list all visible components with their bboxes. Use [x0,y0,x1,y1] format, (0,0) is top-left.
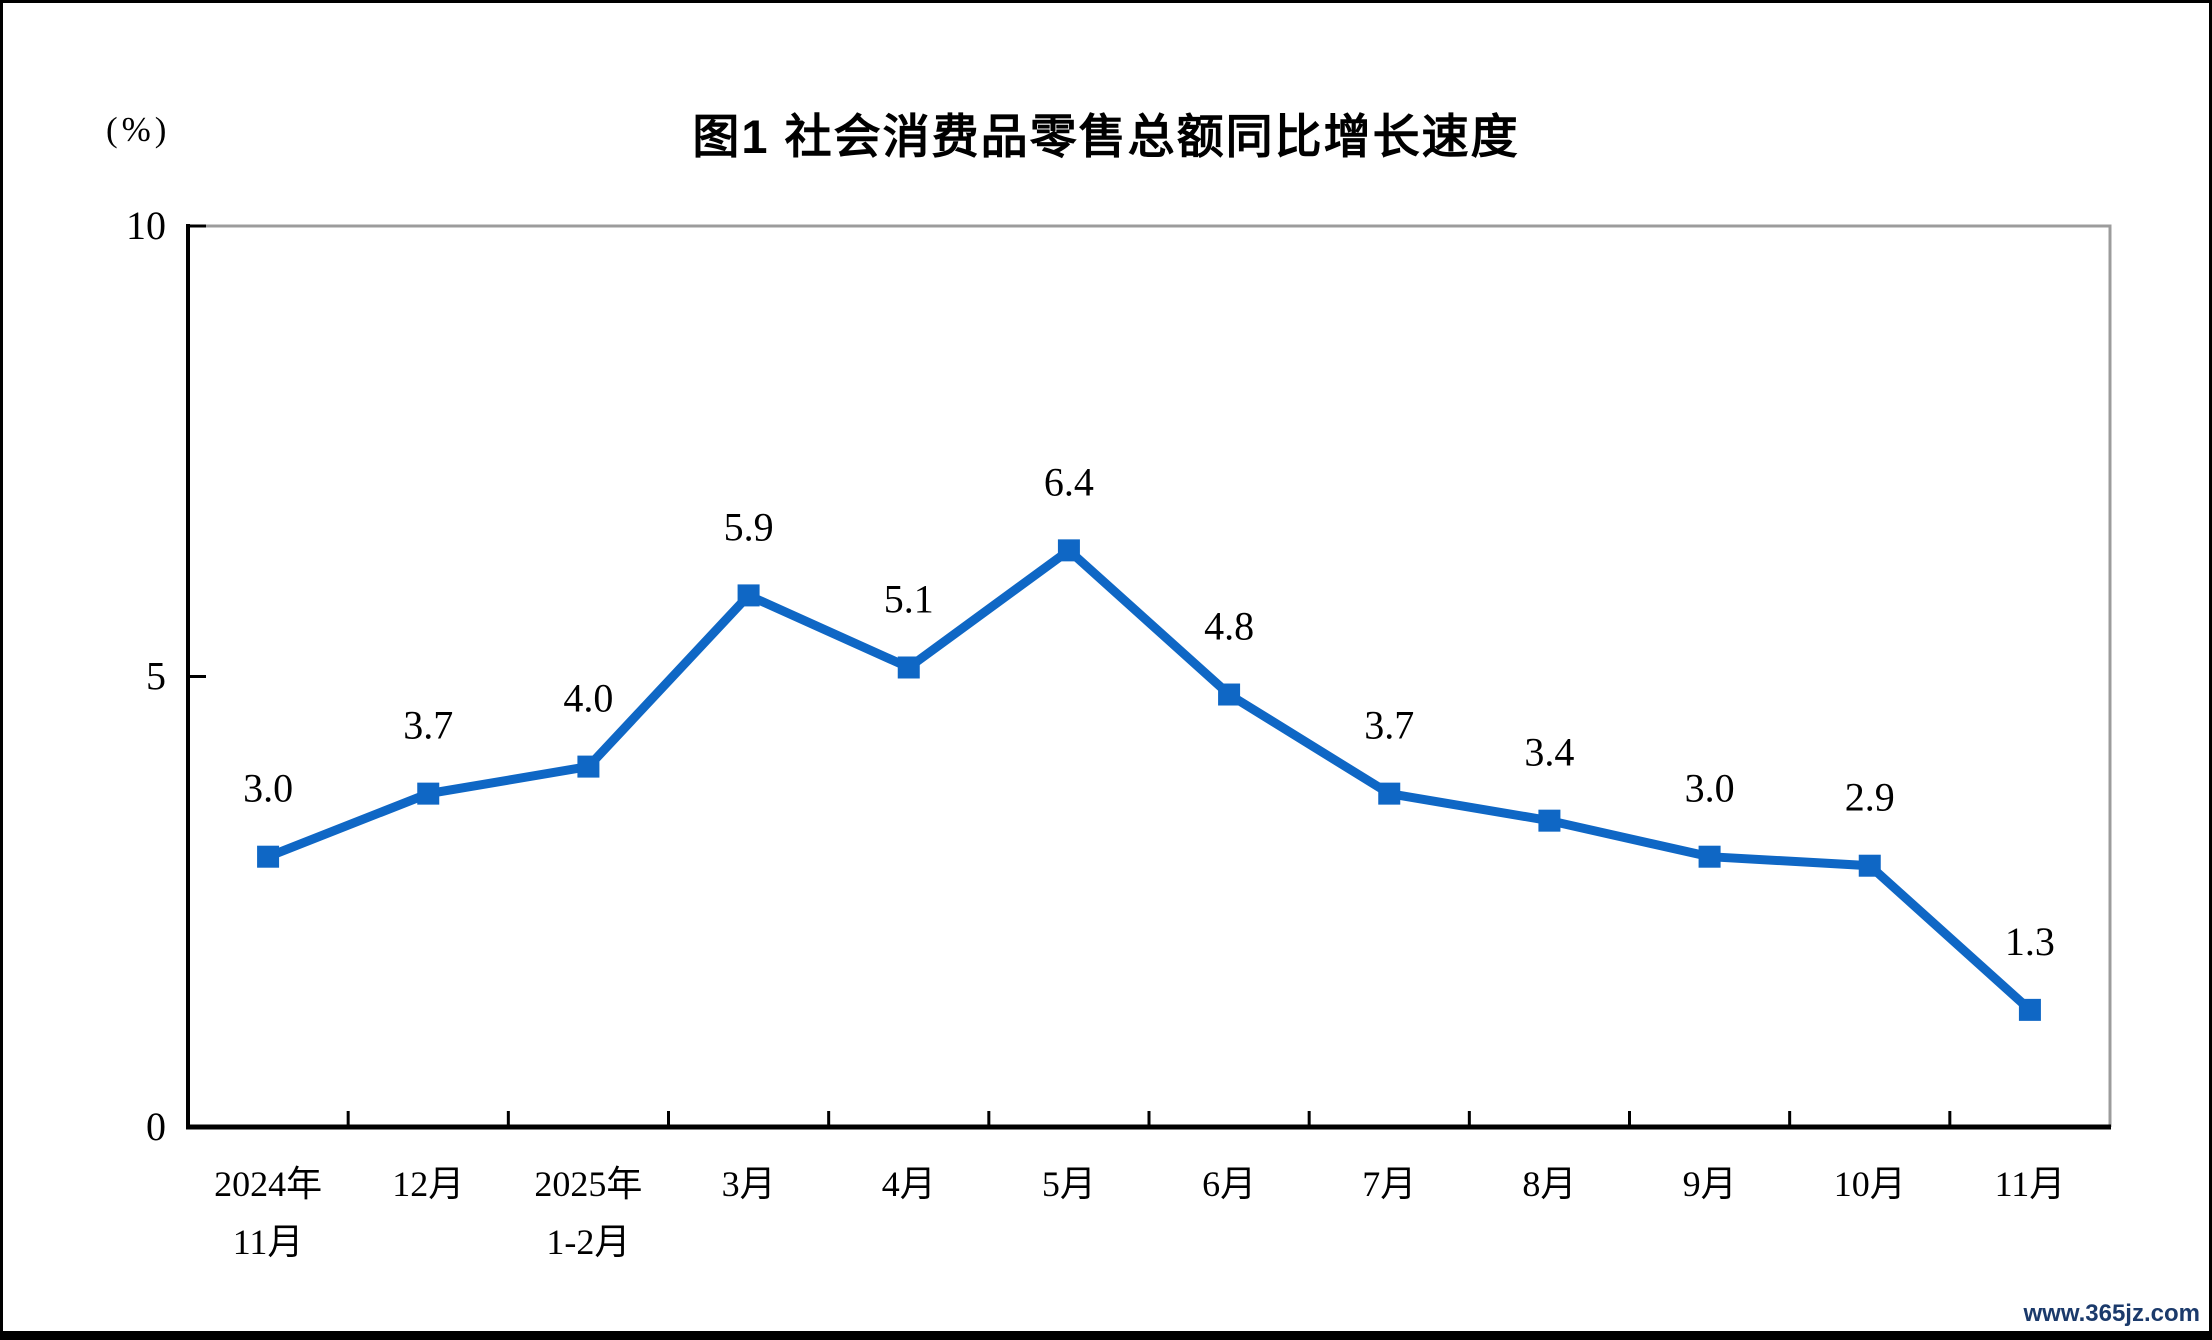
data-point-label: 3.0 [1685,766,1735,811]
data-point-marker [1858,854,1881,877]
data-point-marker [1057,539,1080,562]
x-tick-label: 11月 [233,1222,304,1262]
chart-title: 图1 社会消费品零售总额同比增长速度 [692,110,1520,163]
data-point-label: 2.9 [1845,775,1895,820]
y-tick-label: 5 [146,654,166,699]
watermark-link[interactable]: www.365jz.com [2023,1300,2200,1327]
data-point-marker [2018,998,2041,1021]
data-line [266,544,2033,1014]
x-tick-label: 6月 [1202,1164,1256,1204]
y-axis-unit-label: (%) [106,110,171,149]
data-point-marker [257,845,280,868]
data-point-label: 3.7 [403,703,453,748]
x-tick-label: 11月 [1995,1164,2066,1204]
data-point-label: 3.7 [1364,703,1414,748]
data-point-marker [417,782,440,805]
data-point-label: 3.0 [243,766,293,811]
data-point-label: 5.1 [884,576,934,621]
x-tick-label: 5月 [1042,1164,1096,1204]
x-tick-label: 2025年 [534,1164,642,1204]
data-point-label: 1.3 [2005,919,2055,964]
data-point-marker [897,656,920,679]
data-point-label: 6.4 [1044,459,1094,504]
x-tick-label: 3月 [722,1164,776,1204]
x-tick-label: 8月 [1522,1164,1576,1204]
x-tick-label: 1-2月 [546,1222,630,1262]
y-tick-label: 10 [126,203,166,248]
data-point-label: 4.8 [1204,604,1254,649]
data-point-label: 3.4 [1524,730,1574,775]
x-tick-label: 9月 [1683,1164,1737,1204]
data-point-label: 4.0 [563,676,613,721]
data-point-marker [1378,782,1401,805]
data-point-marker [1698,845,1721,868]
plot-border [188,224,2112,1127]
bottom-bar [0,1331,2212,1340]
x-tick-label: 12月 [392,1164,464,1204]
y-tick-label: 0 [146,1104,166,1149]
data-point-marker [577,755,600,778]
x-tick-label: 10月 [1834,1164,1906,1204]
x-tick-label: 2024年 [214,1164,322,1204]
data-point-marker [737,584,760,607]
data-point-marker [1218,683,1241,706]
x-tick-label: 4月 [882,1164,936,1204]
data-point-marker [1538,809,1561,832]
data-point-label: 5.9 [724,504,774,549]
x-tick-label: 7月 [1362,1164,1416,1204]
